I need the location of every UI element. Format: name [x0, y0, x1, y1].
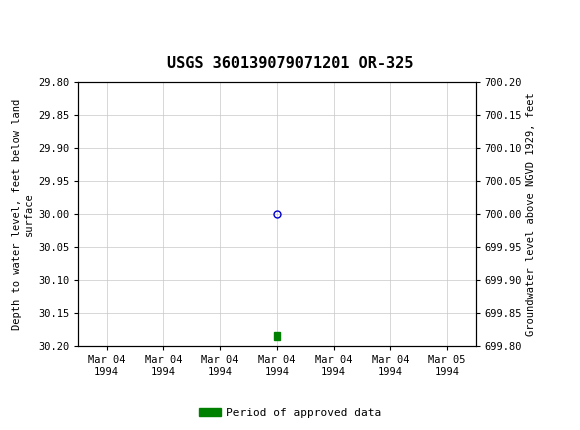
Text: USGS: USGS	[0, 429, 1, 430]
Text: USGS: USGS	[10, 11, 66, 29]
Y-axis label: Depth to water level, feet below land
surface: Depth to water level, feet below land su…	[12, 98, 34, 329]
Legend: Period of approved data: Period of approved data	[195, 403, 385, 422]
Y-axis label: Groundwater level above NGVD 1929, feet: Groundwater level above NGVD 1929, feet	[526, 92, 537, 336]
Bar	[274, 332, 280, 340]
Text: USGS 360139079071201 OR-325: USGS 360139079071201 OR-325	[167, 56, 413, 71]
